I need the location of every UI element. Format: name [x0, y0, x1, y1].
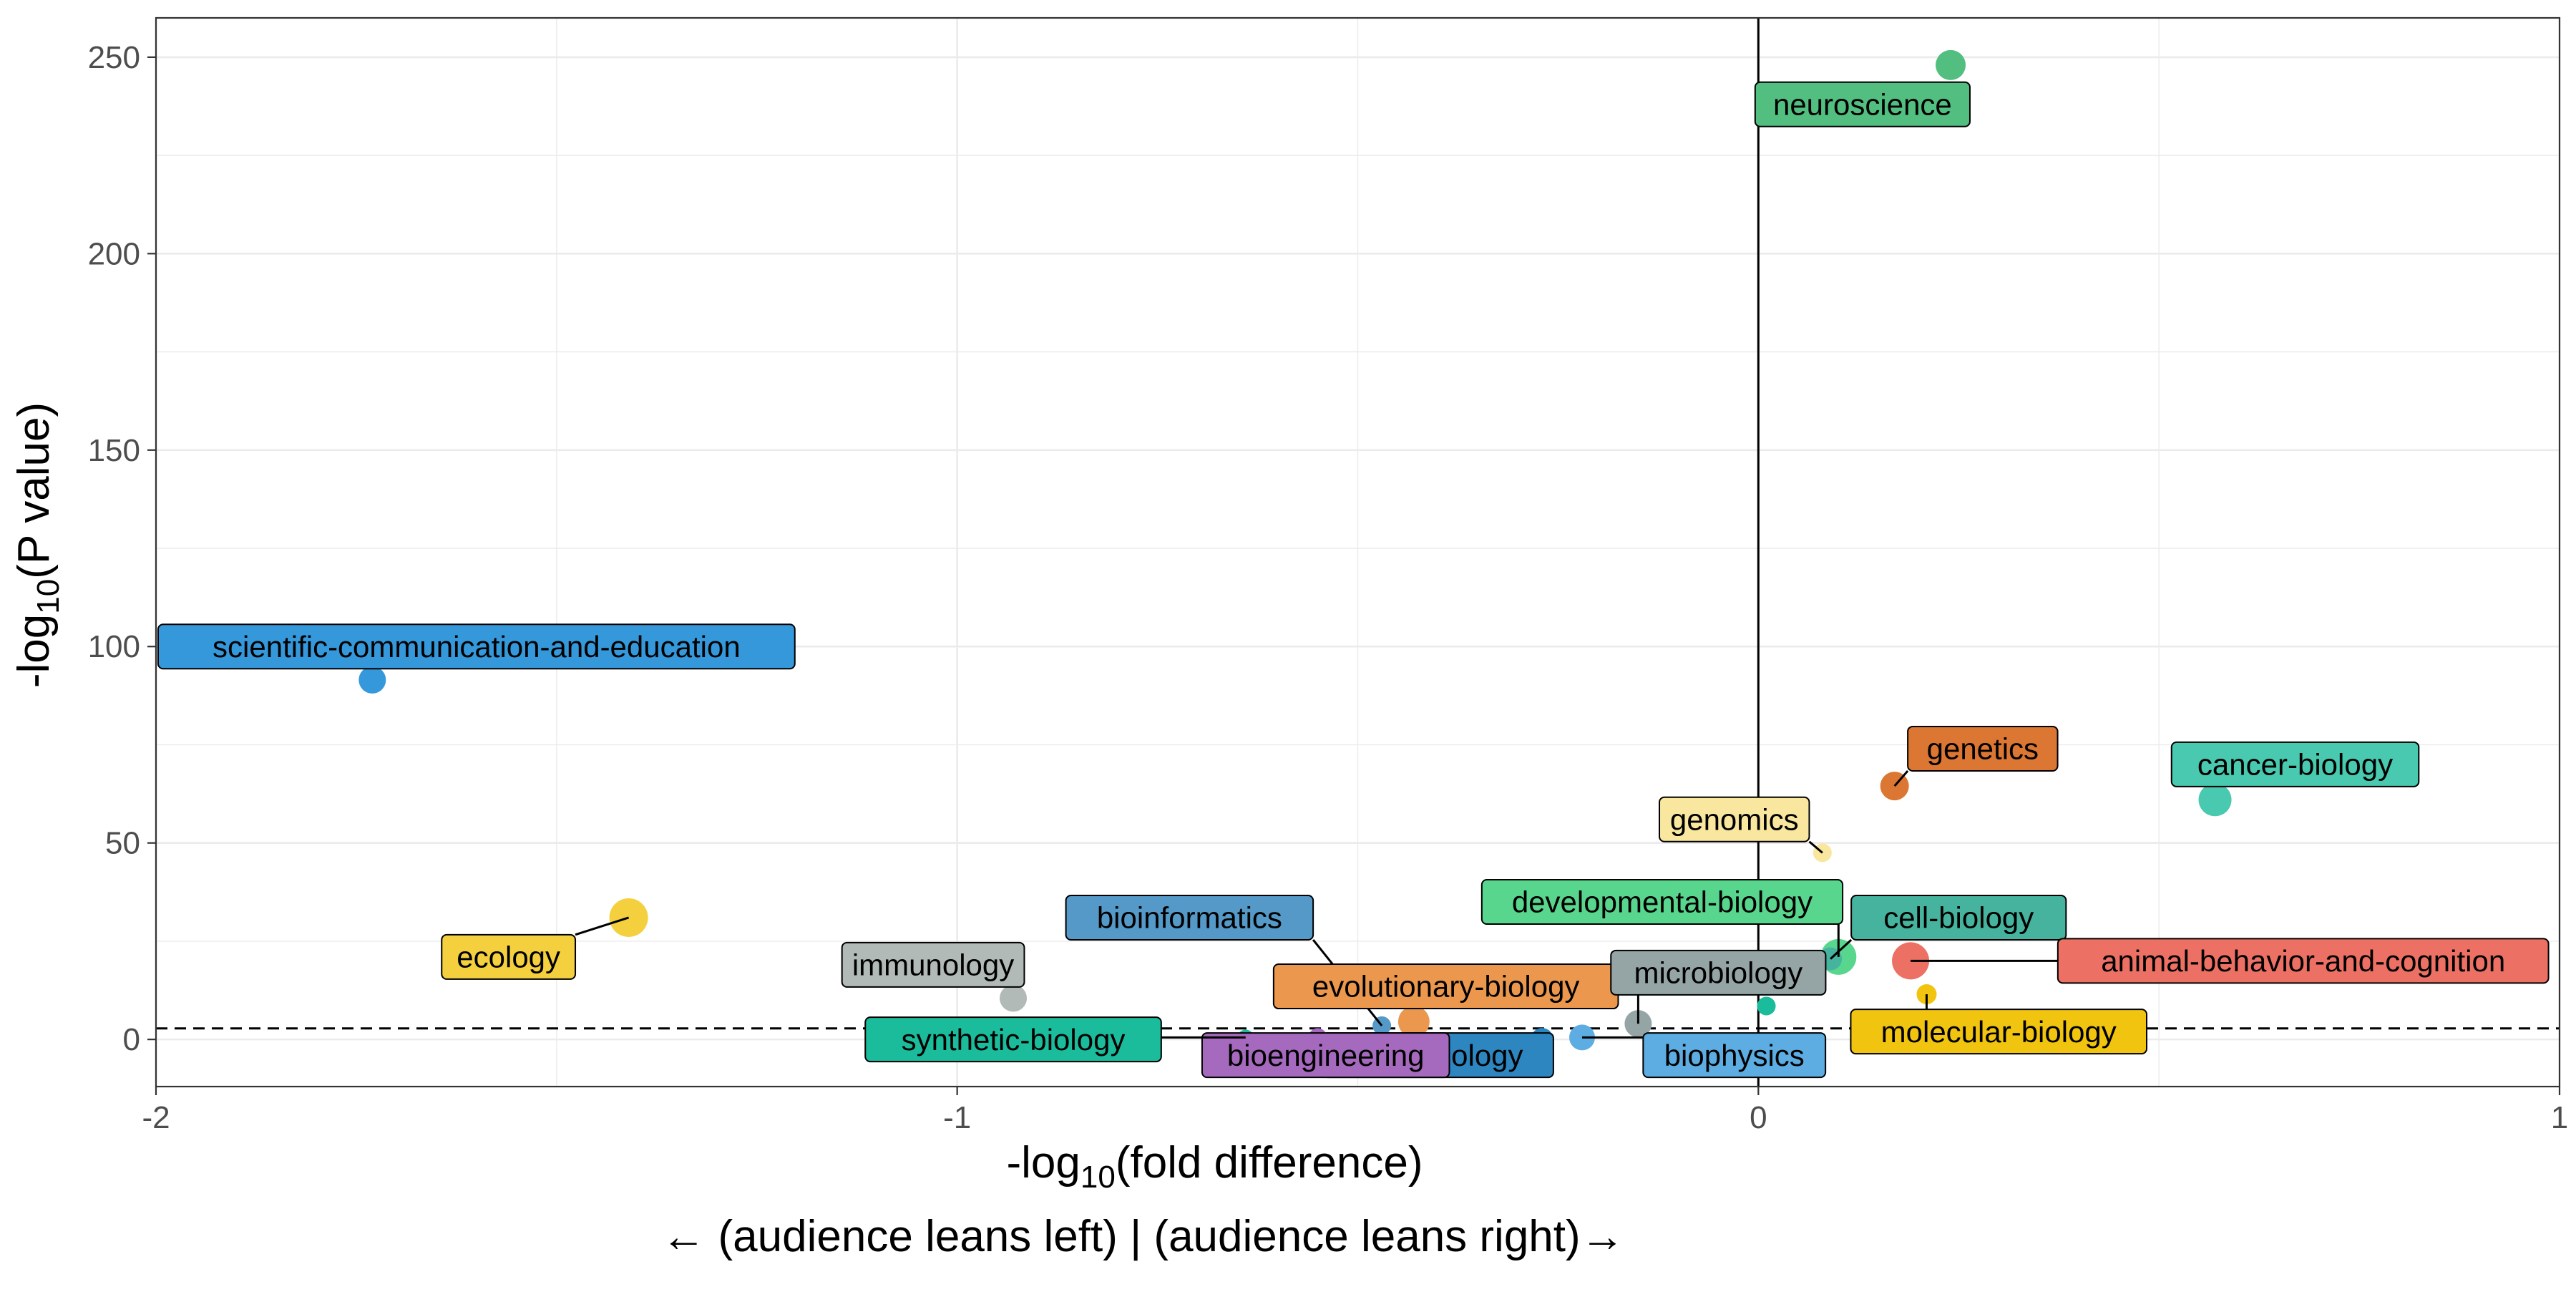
point-label-box: [1480, 879, 1844, 926]
y-tick-label: 50: [105, 826, 140, 861]
x-axis-note: ← (audience leans left) | (audience lean…: [661, 1212, 1624, 1261]
point-label-box: [1907, 725, 2059, 772]
data-point: [1397, 1006, 1430, 1038]
x-tick-label: 1: [2551, 1100, 2568, 1135]
point-label-box: [1201, 1032, 1450, 1079]
label-connector: [1893, 769, 1909, 787]
point-label-box: [157, 623, 796, 670]
data-point: [1000, 984, 1028, 1012]
point-label-box: [1850, 894, 2067, 941]
point-label: synthetic-biology: [902, 1023, 1126, 1057]
x-tick-label: -1: [943, 1100, 971, 1135]
point-label: developmental-biology: [1512, 885, 1813, 919]
y-tick-label: 100: [88, 629, 140, 664]
data-point: [2198, 783, 2232, 817]
point-label-box: [1610, 949, 1827, 996]
point-label: genomics: [1670, 802, 1799, 836]
panel-border: [155, 16, 2561, 1088]
y-tick-label: 150: [88, 433, 140, 468]
point-label: evolutionary-biology: [1312, 970, 1580, 1004]
point-label: ecology: [457, 941, 560, 974]
y-tick-label: 0: [123, 1022, 140, 1057]
point-label: bioengineering: [1227, 1039, 1425, 1072]
point-label: bioinformatics: [1097, 901, 1282, 935]
point-label: neuroscience: [1773, 87, 1952, 121]
point-label: biophysics: [1664, 1039, 1805, 1072]
label-connector: [575, 916, 630, 936]
x-tick-label: 0: [1750, 1100, 1767, 1135]
x-axis-title: -log10(fold difference): [1007, 1138, 1423, 1195]
point-label-box: [1754, 81, 1971, 127]
point-label-box: [1065, 894, 1314, 941]
point-label: microbiology: [1634, 956, 1802, 990]
label-connector: [1808, 840, 1823, 854]
point-label: scientific-communication-and-education: [213, 630, 741, 664]
data-point: [1757, 996, 1776, 1016]
point-label: molecular-biology: [1881, 1015, 2117, 1049]
point-label-box: [1642, 1032, 1827, 1079]
point-label-box: [1850, 1009, 2148, 1055]
x-tick-label: -2: [142, 1100, 170, 1135]
point-label: animal-behavior-and-cognition: [2101, 944, 2505, 978]
point-label-box: [441, 933, 577, 980]
axes: -2 -1 0 1 0 50 100 150 200 250: [88, 40, 2569, 1135]
point-label: immunology: [852, 948, 1014, 982]
y-axis-title: -log10(P value): [9, 402, 66, 688]
point-labels: neuroscience scientific-communication-and…: [157, 81, 2550, 1079]
point-label-box: [864, 1016, 1162, 1063]
point-label: genetics: [1927, 732, 2039, 766]
point-label: cell-biology: [1883, 901, 2034, 935]
point-label: cancer-biology: [2197, 748, 2393, 782]
y-tick-label: 250: [88, 40, 140, 75]
data-point: [1936, 49, 1966, 80]
y-tick-label: 200: [88, 236, 140, 271]
point-label-box: [2057, 938, 2550, 984]
point-label-box: [2170, 741, 2420, 787]
point-label-box: [841, 941, 1025, 988]
point-label-box: [1659, 796, 1810, 842]
label-connector: [1830, 938, 1853, 960]
data-point: [358, 666, 386, 694]
